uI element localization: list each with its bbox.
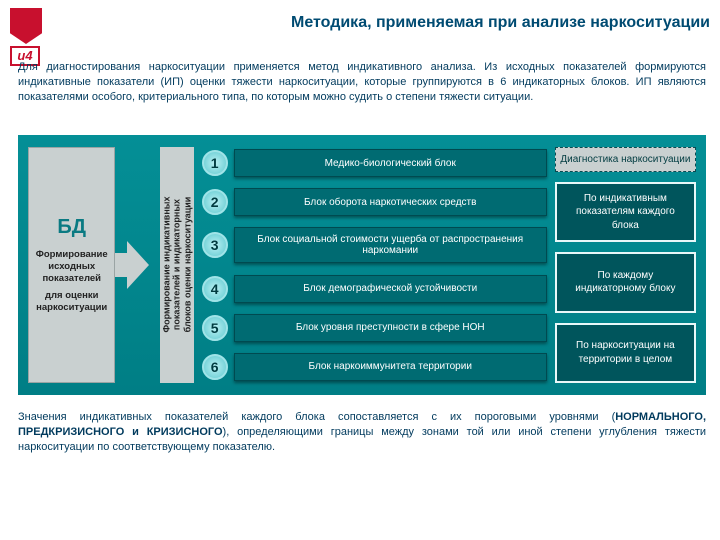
db-box: БД Формирование исходных показателей для… <box>28 147 115 383</box>
intro-text: Для диагностирования наркоситуации приме… <box>18 60 706 105</box>
page-title: Методика, применяемая при анализе наркос… <box>180 14 710 32</box>
logo-area: u4 <box>10 8 42 66</box>
block-number: 1 <box>202 150 228 176</box>
block-number: 5 <box>202 315 228 341</box>
block-row: 6 Блок наркоиммунитета территории <box>202 353 547 381</box>
block-label: Блок наркоиммунитета территории <box>234 353 547 381</box>
diagram: БД Формирование исходных показателей для… <box>18 135 706 395</box>
vertical-label-box: Формирование индикативных показателей и … <box>160 147 194 383</box>
shield-icon <box>10 8 42 44</box>
vline1: Формирование индикативных <box>161 197 171 333</box>
right-box: По наркоситуации на территории в целом <box>555 323 696 383</box>
db-text-2: для оценки наркоситуации <box>35 290 108 314</box>
db-text-1: Формирование исходных показателей <box>35 249 108 285</box>
right-header: Диагностика наркоситуации <box>555 147 696 172</box>
block-label: Блок демографической устойчивости <box>234 275 547 303</box>
block-row: 4 Блок демографической устойчивости <box>202 275 547 303</box>
block-number: 6 <box>202 354 228 380</box>
block-row: 3 Блок социальной стоимости ущерба от ра… <box>202 227 547 263</box>
block-row: 5 Блок уровня преступности в сфере НОН <box>202 314 547 342</box>
outro-text: Значения индикативных показателей каждог… <box>18 410 706 455</box>
right-box: По каждому индикаторному блоку <box>555 252 696 312</box>
block-row: 2 Блок оборота наркотических средств <box>202 188 547 216</box>
block-label: Медико-биологический блок <box>234 149 547 177</box>
arrow-right-icon <box>127 241 149 289</box>
right-box: По индикативным показателям каждого блок… <box>555 182 696 242</box>
vline2: показателей и индикаторных <box>172 199 182 330</box>
right-column: Диагностика наркоситуации По индикативны… <box>555 147 696 383</box>
block-label: Блок оборота наркотических средств <box>234 188 547 216</box>
arrow-box <box>123 147 151 383</box>
block-number: 3 <box>202 232 228 258</box>
blocks-column: 1 Медико-биологический блок 2 Блок оборо… <box>202 147 547 383</box>
block-label: Блок социальной стоимости ущерба от расп… <box>234 227 547 263</box>
outro-pre: Значения индикативных показателей каждог… <box>18 411 615 423</box>
block-row: 1 Медико-биологический блок <box>202 149 547 177</box>
db-title: БД <box>57 216 86 239</box>
block-number: 4 <box>202 276 228 302</box>
vertical-label: Формирование индикативных показателей и … <box>161 197 192 333</box>
vline3: блоков оценки наркоситуации <box>182 197 192 333</box>
block-number: 2 <box>202 189 228 215</box>
block-label: Блок уровня преступности в сфере НОН <box>234 314 547 342</box>
